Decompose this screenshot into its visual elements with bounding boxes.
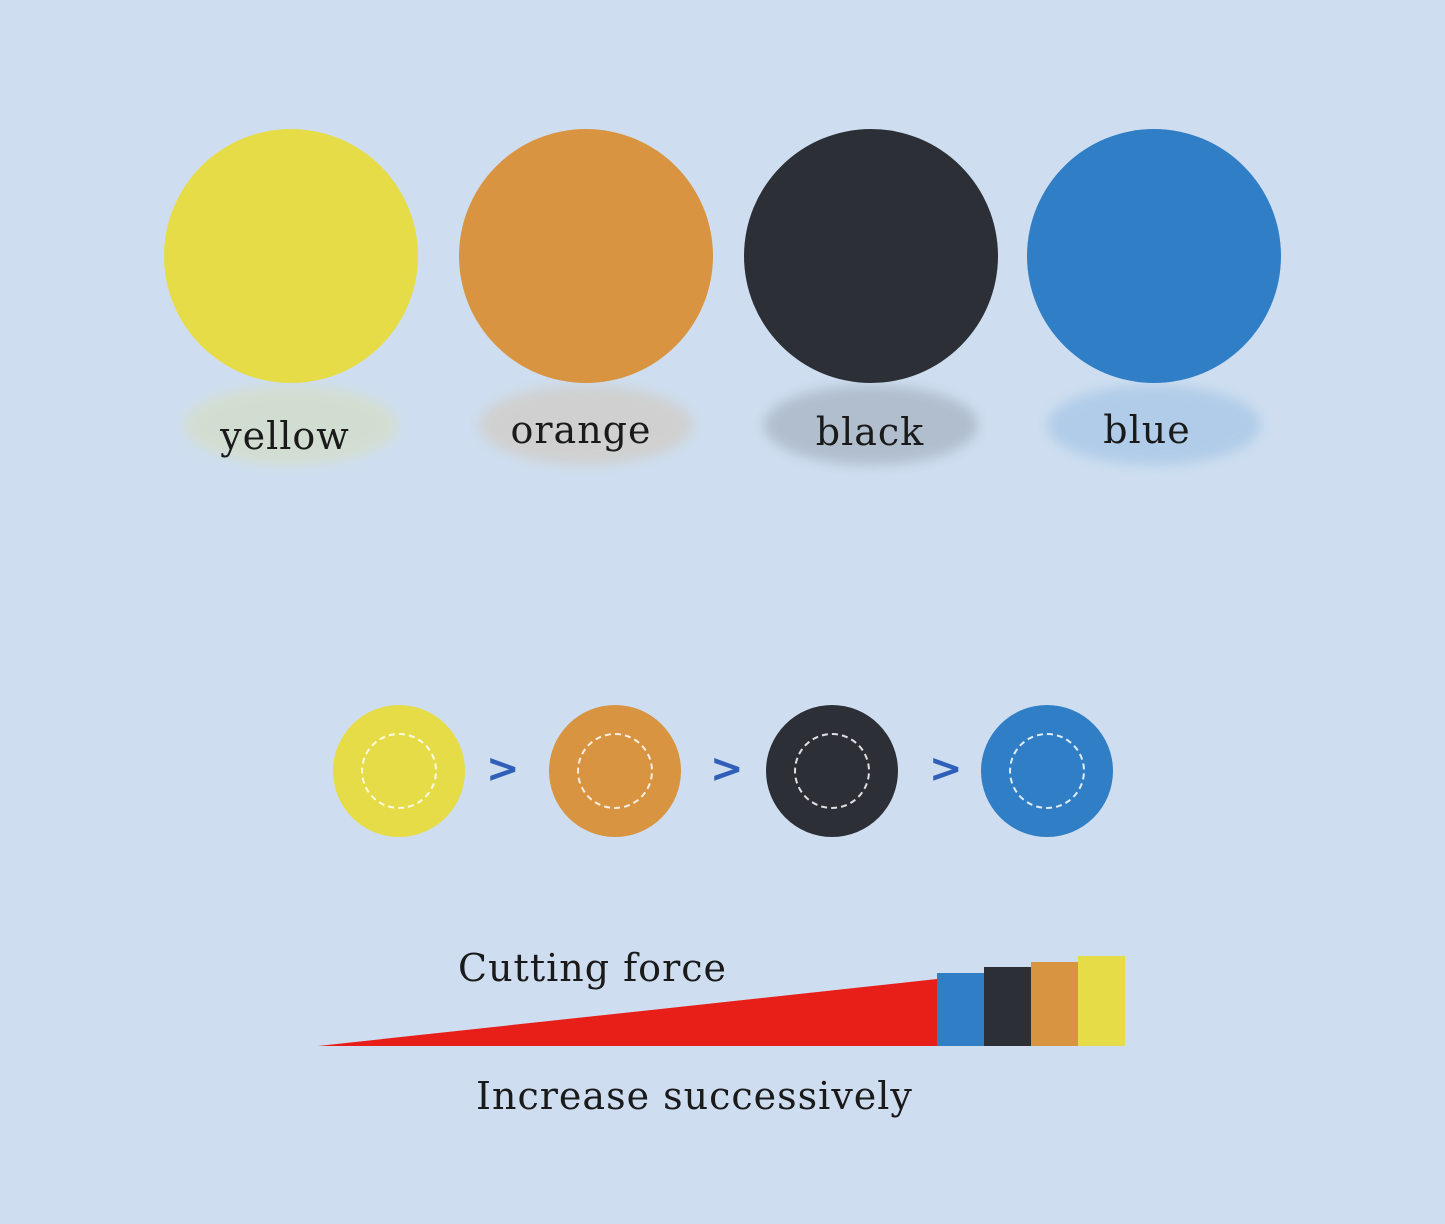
pad-orange [459,129,713,383]
cutting-force-title: Cutting force [458,946,727,990]
pad-yellow [164,129,418,383]
dashed-ring [361,733,437,809]
dashed-ring [1009,733,1085,809]
pad-label-orange: orange [510,408,652,452]
force-wedge [318,979,937,1046]
pad-label-blue: blue [1103,408,1191,452]
reflection-yellow [184,385,398,465]
dashed-ring [577,733,653,809]
reflection-black [764,385,978,465]
greater-than-symbol: > [710,746,744,792]
reflection-blue [1047,385,1261,465]
force-bar-black [984,967,1031,1046]
small-pad-black [766,705,898,837]
greater-than-symbol: > [929,746,963,792]
increase-caption: Increase successively [476,1074,913,1118]
dashed-ring [794,733,870,809]
pad-black [744,129,998,383]
force-bar-blue [937,973,984,1046]
small-pad-orange [549,705,681,837]
pad-label-yellow: yellow [220,414,350,458]
reflection-orange [479,385,693,465]
force-bar-yellow [1078,956,1125,1046]
small-pad-yellow [333,705,465,837]
small-pad-blue [981,705,1113,837]
greater-than-symbol: > [486,746,520,792]
force-bar-orange [1031,962,1078,1046]
pad-label-black: black [815,410,925,454]
pad-blue [1027,129,1281,383]
